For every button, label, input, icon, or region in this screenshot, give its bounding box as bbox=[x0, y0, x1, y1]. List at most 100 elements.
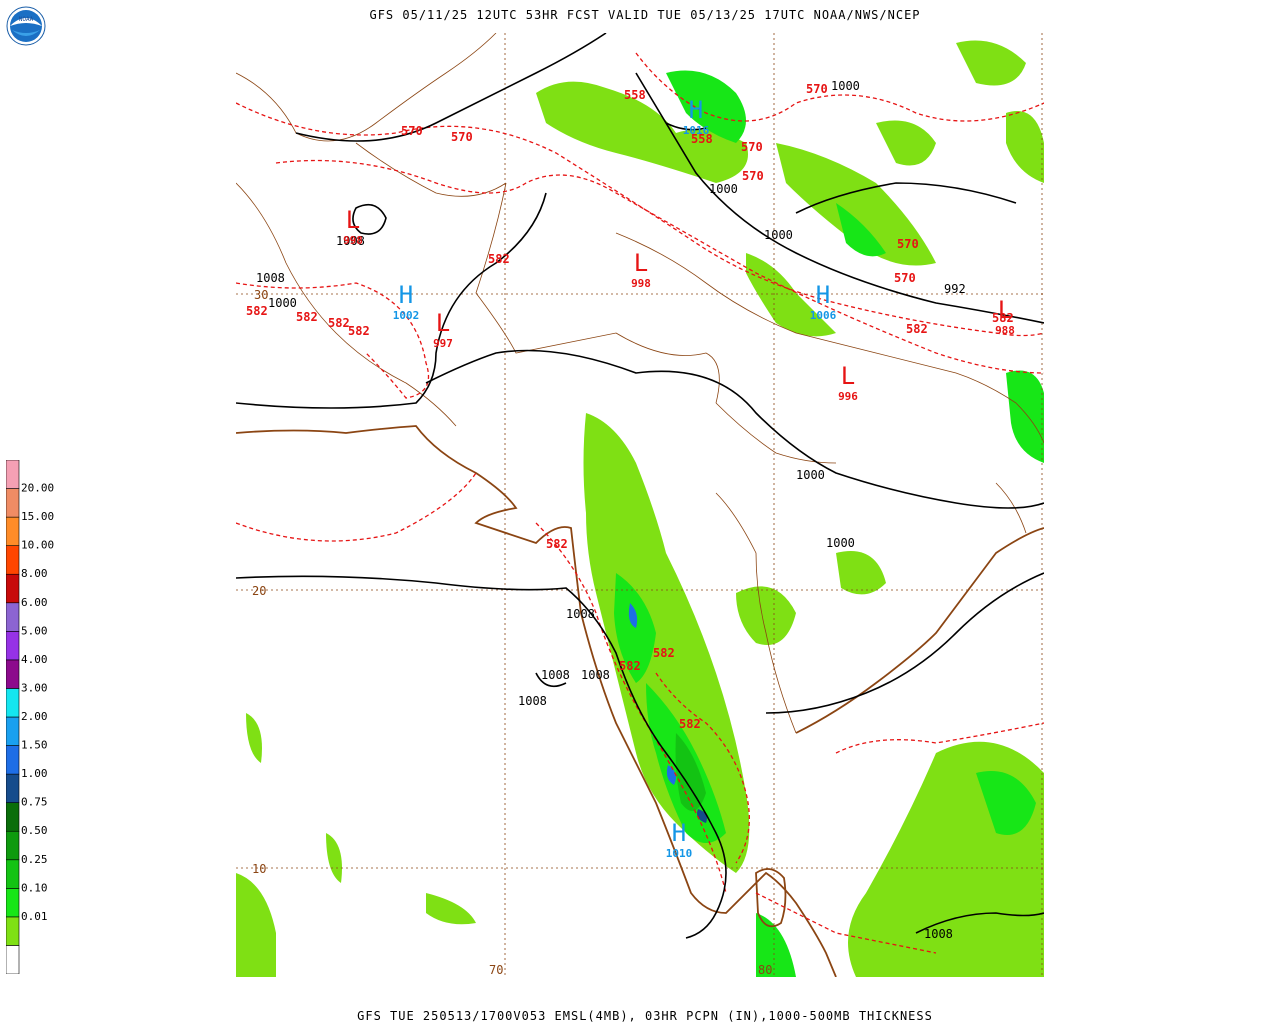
legend-label: 4.00 bbox=[21, 653, 48, 666]
lat-lon-grid bbox=[236, 33, 1044, 977]
legend-swatch bbox=[6, 573, 20, 604]
isobar-label: 1008 bbox=[518, 694, 547, 708]
legend-label: 0.75 bbox=[21, 796, 48, 809]
thickness-label: 570 bbox=[806, 82, 828, 96]
isobar-labels: 1000 1000 1000 1008 1000 992 1000 1000 1008 1008 1… bbox=[256, 79, 966, 941]
legend-swatch bbox=[6, 516, 20, 546]
legend-swatch bbox=[6, 460, 20, 489]
thickness-label: 558 bbox=[691, 132, 713, 146]
isobar-label: 1000 bbox=[831, 79, 860, 93]
isobar-label: 1008 bbox=[541, 668, 570, 682]
lon-label: 80 bbox=[758, 963, 772, 977]
legend-swatch bbox=[6, 545, 20, 575]
legend-swatch bbox=[6, 859, 20, 889]
isobar-label: 1008 bbox=[256, 271, 285, 285]
isobar-label: 1008 bbox=[581, 668, 610, 682]
thickness-label: 558 bbox=[624, 88, 646, 102]
svg-text:996: 996 bbox=[838, 390, 858, 403]
svg-text:L: L bbox=[998, 296, 1012, 324]
legend-swatch bbox=[6, 602, 20, 632]
legend-label: 0.10 bbox=[21, 881, 48, 894]
legend-label: 0.50 bbox=[21, 824, 48, 837]
legend-label: 5.00 bbox=[21, 624, 48, 637]
legend-label: 2.00 bbox=[21, 710, 48, 723]
svg-text:H: H bbox=[816, 281, 830, 309]
svg-text:H: H bbox=[672, 819, 686, 847]
svg-text:997: 997 bbox=[433, 337, 453, 350]
legend-swatch bbox=[6, 888, 20, 918]
grid-labels: 30 20 10 70 80 bbox=[252, 288, 772, 977]
legend-swatch bbox=[6, 716, 20, 746]
svg-text:1016: 1016 bbox=[683, 124, 710, 137]
thickness-label: 582 bbox=[653, 646, 675, 660]
isobar-label: 1000 bbox=[709, 182, 738, 196]
svg-text:998: 998 bbox=[343, 234, 363, 247]
lat-label: 10 bbox=[252, 862, 266, 876]
thickness-label: 582 bbox=[546, 537, 568, 551]
legend-swatch bbox=[6, 916, 20, 946]
legend-label: 20.00 bbox=[21, 482, 54, 495]
legend-swatch bbox=[6, 745, 20, 775]
thickness-label: 582 bbox=[488, 252, 510, 266]
thickness-label: 582 bbox=[348, 324, 370, 338]
isobar-label: 1000 bbox=[268, 296, 297, 310]
legend-swatch bbox=[6, 659, 20, 689]
isobar-label: 1000 bbox=[764, 228, 793, 242]
svg-text:L: L bbox=[436, 309, 450, 337]
isobar-label: 1008 bbox=[566, 607, 595, 621]
lat-label: 20 bbox=[252, 584, 266, 598]
legend-label: 15.00 bbox=[21, 510, 54, 523]
svg-text:L: L bbox=[634, 249, 648, 277]
thickness-label: 570 bbox=[741, 140, 763, 154]
svg-text:H: H bbox=[399, 281, 413, 309]
legend-swatch bbox=[6, 631, 20, 661]
noaa-logo: NOAA bbox=[6, 6, 46, 46]
legend-label: 6.00 bbox=[21, 596, 48, 609]
thickness-label: 570 bbox=[401, 124, 423, 138]
thickness-label: 582 bbox=[679, 717, 701, 731]
lat-label: 30 bbox=[254, 288, 268, 302]
legend-label: 10.00 bbox=[21, 539, 54, 552]
lon-label: 70 bbox=[489, 963, 503, 977]
coastlines-borders bbox=[236, 425, 1044, 977]
svg-text:L: L bbox=[346, 206, 360, 234]
thickness-label: 582 bbox=[328, 316, 350, 330]
isobar-label: 992 bbox=[944, 282, 966, 296]
svg-text:1002: 1002 bbox=[393, 309, 420, 322]
noaa-logo-text: NOAA bbox=[19, 16, 34, 23]
svg-text:1006: 1006 bbox=[810, 309, 837, 322]
legend-swatch bbox=[6, 773, 20, 803]
thickness-label: 570 bbox=[894, 271, 916, 285]
legend-swatch bbox=[6, 688, 20, 718]
precipitation-areas bbox=[236, 40, 1044, 977]
legend-label: 1.50 bbox=[21, 739, 48, 752]
svg-text:L: L bbox=[841, 362, 855, 390]
thickness-label: 582 bbox=[296, 310, 318, 324]
svg-text:988: 988 bbox=[995, 324, 1015, 337]
legend-label: 1.00 bbox=[21, 767, 48, 780]
thickness-label: 582 bbox=[246, 304, 268, 318]
legend-swatch bbox=[6, 945, 20, 974]
thickness-label: 582 bbox=[619, 659, 641, 673]
isobars bbox=[236, 33, 1044, 939]
legend-swatch bbox=[6, 802, 20, 832]
thickness-label: 582 bbox=[992, 311, 1014, 325]
precip-legend: 0.01 0.10 0.25 0.50 0.75 1.00 1.50 2.00 3.00 4.00… bbox=[6, 460, 54, 974]
svg-text:H: H bbox=[689, 96, 703, 124]
legend-swatch bbox=[6, 488, 20, 518]
legend-label: 0.25 bbox=[21, 853, 48, 866]
chart-title: GFS 05/11/25 12UTC 53HR FCST VALID TUE 0… bbox=[369, 8, 921, 22]
legend-label: 3.00 bbox=[21, 681, 48, 694]
isobar-label: 1000 bbox=[796, 468, 825, 482]
legend-label: 8.00 bbox=[21, 567, 48, 580]
